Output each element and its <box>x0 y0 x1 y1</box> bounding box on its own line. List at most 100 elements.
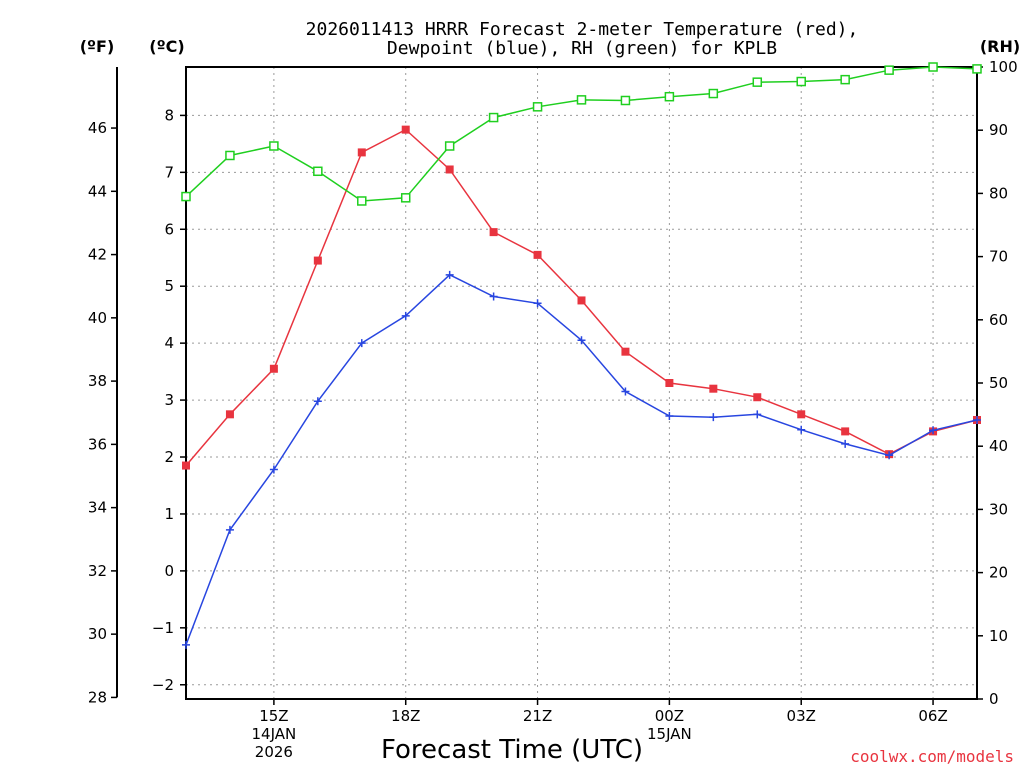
grid-lines <box>186 67 977 699</box>
temperature-point <box>357 148 366 157</box>
temperature-point <box>182 461 190 470</box>
celsius-tick-label: 1 <box>164 505 174 523</box>
dewpoint-point <box>269 465 278 474</box>
dewpoint-point <box>401 311 410 320</box>
x-tick-label: 14JAN <box>252 725 297 743</box>
rh-point <box>181 191 191 202</box>
temperature-point <box>577 296 586 305</box>
rh-tick-label: 10 <box>989 627 1008 645</box>
dewpoint-point <box>577 336 586 345</box>
temperature-point <box>533 250 542 259</box>
temperature-point <box>621 347 630 356</box>
fahrenheit-tick-label: 42 <box>88 246 107 264</box>
temperature-point <box>753 393 762 402</box>
fahrenheit-tick-label: 28 <box>88 688 107 706</box>
temperature-point <box>225 410 234 419</box>
x-tick-label: 03Z <box>787 707 816 725</box>
temperature-point <box>797 410 806 419</box>
x-tick-label: 00Z <box>655 707 684 725</box>
temperature-point <box>709 384 718 393</box>
celsius-tick-label: 4 <box>164 334 174 352</box>
dewpoint-point <box>445 270 454 279</box>
celsius-tick-label: 3 <box>164 391 174 409</box>
dewpoint-point <box>885 451 894 460</box>
dewpoint-point <box>489 292 498 301</box>
celsius-tick-label: 6 <box>164 220 174 238</box>
dewpoint-point <box>357 339 366 348</box>
rh-point <box>532 102 543 112</box>
temperature-series <box>182 125 981 470</box>
rh-point <box>225 150 235 161</box>
celsius-tick-label: 0 <box>164 562 174 580</box>
data-series <box>181 62 982 649</box>
rh-point <box>752 77 763 87</box>
dewpoint-point <box>313 397 322 406</box>
celsius-tick-label: −2 <box>152 676 174 694</box>
rh-point <box>357 196 367 206</box>
rh-tick-label: 50 <box>989 374 1008 392</box>
axes: 28303234363840424446−2−10123456780102030… <box>88 58 1018 761</box>
rh-point <box>664 91 675 102</box>
dewpoint-point <box>225 525 234 534</box>
rh-point <box>400 193 411 203</box>
chart-title-line1: 2026011413 HRRR Forecast 2-meter Tempera… <box>306 19 859 40</box>
rh-point <box>884 65 894 75</box>
dewpoint-point <box>665 412 674 421</box>
fahrenheit-tick-label: 30 <box>88 625 107 643</box>
rh-tick-label: 60 <box>989 311 1008 329</box>
dewpoint-point <box>841 439 850 448</box>
rh-tick-label: 80 <box>989 184 1008 202</box>
dewpoint-point <box>182 640 190 649</box>
dewpoint-point <box>533 299 542 308</box>
dewpoint-point <box>709 413 718 422</box>
celsius-tick-label: 7 <box>164 163 174 181</box>
rh-point <box>313 166 323 177</box>
rh-point <box>840 74 850 85</box>
celsius-tick-label: −1 <box>152 619 174 637</box>
fahrenheit-unit-label: (ºF) <box>80 37 115 56</box>
rh-point <box>488 112 499 123</box>
fahrenheit-tick-label: 44 <box>88 182 107 200</box>
fahrenheit-tick-label: 34 <box>88 499 107 517</box>
rh-tick-label: 70 <box>989 248 1008 266</box>
x-tick-label: 18Z <box>391 707 420 725</box>
x-tick-label: 21Z <box>523 707 552 725</box>
rh-tick-label: 90 <box>989 121 1008 139</box>
chart-title-line2: Dewpoint (blue), RH (green) for KPLB <box>387 38 777 59</box>
celsius-tick-label: 2 <box>164 448 174 466</box>
celsius-tick-label: 8 <box>164 106 174 124</box>
rh-point <box>708 88 719 99</box>
dewpoint-point <box>753 410 762 419</box>
x-tick-label: 15Z <box>259 707 288 725</box>
rh-tick-label: 40 <box>989 437 1008 455</box>
celsius-unit-label: (ºC) <box>149 37 184 56</box>
dewpoint-point <box>973 416 981 425</box>
rh-point <box>444 141 455 151</box>
rh-tick-label: 20 <box>989 564 1008 582</box>
fahrenheit-tick-label: 40 <box>88 309 107 327</box>
dewpoint-line <box>185 273 978 646</box>
fahrenheit-tick-label: 38 <box>88 372 107 390</box>
x-tick-label: 2026 <box>255 743 293 761</box>
credit-text: coolwx.com/models <box>850 747 1014 766</box>
x-tick-label: 15JAN <box>647 725 692 743</box>
x-tick-label: 06Z <box>918 707 947 725</box>
fahrenheit-tick-label: 32 <box>88 562 107 580</box>
rh-unit-label: (RH) <box>980 37 1020 56</box>
dewpoint-point <box>621 387 630 396</box>
rh-point <box>620 95 631 106</box>
fahrenheit-tick-label: 36 <box>88 435 107 453</box>
rh-series <box>181 62 982 206</box>
temperature-point <box>489 228 498 237</box>
dewpoint-point <box>929 426 938 435</box>
rh-point <box>576 95 587 105</box>
rh-tick-label: 100 <box>989 58 1018 76</box>
temperature-point <box>401 125 410 134</box>
rh-tick-label: 30 <box>989 500 1008 518</box>
temperature-point <box>313 256 322 265</box>
dewpoint-series <box>182 270 981 649</box>
x-axis-title: Forecast Time (UTC) <box>381 735 643 765</box>
temperature-point <box>445 165 454 174</box>
rh-point <box>928 62 938 72</box>
